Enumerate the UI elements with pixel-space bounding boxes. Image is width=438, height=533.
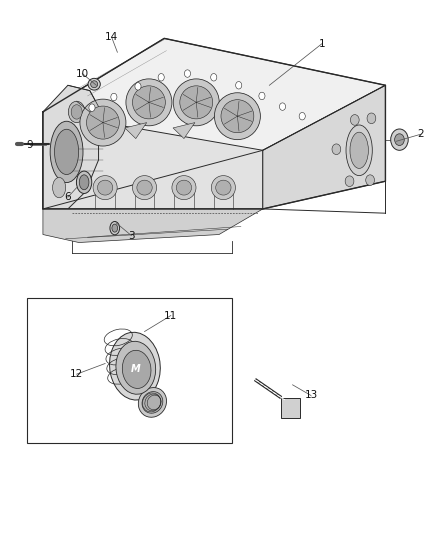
Circle shape [332, 144, 341, 155]
Ellipse shape [122, 350, 151, 389]
Ellipse shape [132, 176, 157, 200]
Circle shape [299, 112, 305, 120]
Circle shape [395, 134, 404, 146]
Ellipse shape [126, 79, 172, 126]
Ellipse shape [112, 224, 117, 232]
Bar [281, 398, 300, 418]
Ellipse shape [138, 387, 166, 417]
Text: 14: 14 [105, 33, 118, 42]
Ellipse shape [172, 176, 196, 200]
Polygon shape [263, 85, 385, 209]
Polygon shape [125, 123, 147, 139]
Ellipse shape [53, 177, 66, 198]
Circle shape [211, 74, 217, 81]
Text: 12: 12 [70, 369, 83, 379]
Ellipse shape [116, 341, 155, 394]
Text: 1: 1 [318, 39, 325, 49]
Ellipse shape [173, 79, 219, 126]
Ellipse shape [80, 99, 126, 146]
Polygon shape [43, 112, 263, 209]
Ellipse shape [350, 132, 368, 168]
Ellipse shape [71, 104, 82, 119]
Ellipse shape [54, 130, 78, 175]
Ellipse shape [79, 175, 89, 190]
Ellipse shape [132, 86, 166, 119]
Ellipse shape [180, 86, 213, 119]
Ellipse shape [93, 176, 117, 200]
Ellipse shape [346, 125, 372, 176]
Circle shape [259, 92, 265, 100]
Circle shape [366, 175, 374, 185]
Ellipse shape [76, 171, 92, 193]
Ellipse shape [68, 101, 85, 123]
Text: 6: 6 [64, 192, 71, 202]
Ellipse shape [86, 106, 119, 139]
Ellipse shape [88, 78, 100, 90]
Circle shape [345, 176, 354, 187]
Text: M: M [131, 365, 141, 374]
Text: 3: 3 [128, 231, 135, 240]
Ellipse shape [110, 332, 160, 400]
Ellipse shape [142, 392, 163, 413]
Ellipse shape [211, 176, 236, 200]
Ellipse shape [91, 80, 98, 87]
Polygon shape [43, 85, 99, 209]
Ellipse shape [50, 122, 83, 182]
Bar [27, 298, 232, 443]
Circle shape [236, 82, 242, 89]
Ellipse shape [110, 222, 120, 235]
Ellipse shape [97, 180, 113, 195]
Circle shape [111, 93, 117, 101]
Circle shape [135, 83, 141, 90]
Polygon shape [43, 38, 385, 209]
Circle shape [184, 70, 191, 77]
Ellipse shape [137, 180, 152, 195]
Ellipse shape [215, 93, 261, 140]
Circle shape [279, 103, 286, 110]
Text: 9: 9 [26, 140, 33, 150]
Text: 13: 13 [304, 391, 318, 400]
Polygon shape [173, 123, 195, 139]
Polygon shape [43, 209, 263, 243]
Circle shape [158, 74, 164, 81]
Ellipse shape [176, 180, 191, 195]
Ellipse shape [215, 180, 231, 195]
Ellipse shape [221, 100, 254, 133]
Text: 10: 10 [76, 69, 89, 78]
Text: 2: 2 [417, 130, 424, 139]
Circle shape [367, 113, 376, 124]
Text: 11: 11 [164, 311, 177, 320]
Circle shape [350, 115, 359, 125]
Circle shape [89, 104, 95, 111]
Circle shape [391, 129, 408, 150]
